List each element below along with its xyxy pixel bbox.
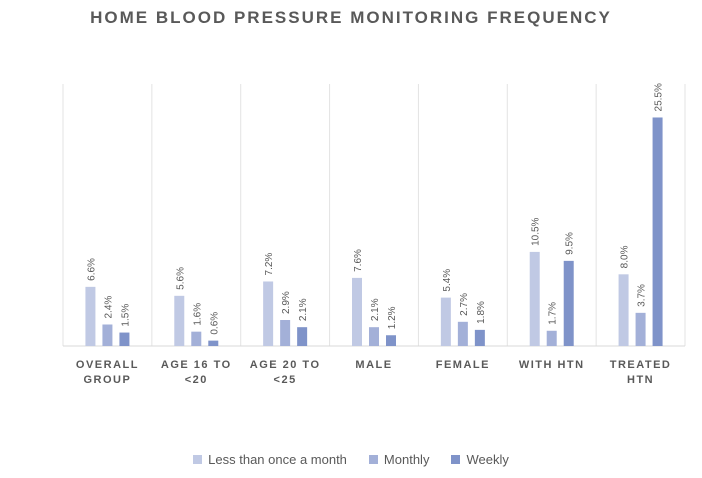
legend-swatch [368,455,378,464]
data-label: 8.0% [620,245,631,268]
data-label: 2.1% [370,298,381,321]
bar [618,274,629,346]
bar [474,329,485,346]
bar [119,332,130,346]
bar [440,297,451,346]
category-label: GROUP [84,374,132,386]
legend-label: Weekly [466,452,509,467]
data-label: 1.8% [476,301,487,324]
category-label: FEMALE [436,359,490,371]
data-label: 5.6% [175,267,186,290]
data-label: 10.5% [531,217,542,245]
bar [280,320,291,346]
bar [369,327,379,346]
data-label: 1.5% [120,304,131,327]
bar [352,277,362,346]
bar [85,286,96,346]
category-label: WITH HTN [519,359,585,371]
legend-label: Monthly [383,452,430,467]
category-label: MALE [355,359,392,371]
data-label: 1.2% [387,306,398,329]
bar [529,251,540,346]
chart-legend: Less than once a month Monthly Weekly [0,452,702,467]
legend-item: Weekly [451,452,509,467]
legend-swatch [451,455,461,464]
category-label: TREATED [610,359,672,371]
category-label: HTN [627,374,654,386]
bar [457,321,468,346]
bar [563,260,574,346]
data-label: 1.7% [548,302,559,325]
data-label: 3.7% [637,284,648,307]
data-label: 6.6% [86,258,97,281]
data-label: 2.7% [459,293,470,316]
chart-title: HOME BLOOD PRESSURE MONITORING FREQUENCY [90,8,612,27]
bar [208,340,219,346]
bar [386,335,396,346]
bar [546,330,557,346]
bar [191,331,202,346]
category-label: <20 [185,374,208,386]
legend-item: Less than once a month [193,452,347,467]
data-label: 2.9% [281,291,292,314]
bar [635,312,646,346]
data-label: 9.5% [565,232,576,255]
data-label: 25.5% [654,83,665,111]
bar [652,117,663,346]
data-label: 7.6% [353,249,364,272]
legend-item: Monthly [368,452,430,467]
bar [297,327,308,346]
data-label: 2.4% [103,296,114,319]
bar [174,295,185,346]
category-label: <25 [274,374,297,386]
bar [263,281,274,346]
category-label: AGE 20 TO [250,359,321,371]
data-label: 5.4% [442,269,453,292]
category-label: OVERALL [76,359,139,371]
data-label: 1.6% [192,303,203,326]
legend-label: Less than once a month [208,452,347,467]
data-label: 2.1% [298,298,309,321]
category-label: AGE 16 TO [161,359,232,371]
bar [102,324,113,346]
data-label: 0.6% [209,312,220,335]
data-label: 7.2% [264,253,275,276]
legend-swatch [193,455,203,464]
